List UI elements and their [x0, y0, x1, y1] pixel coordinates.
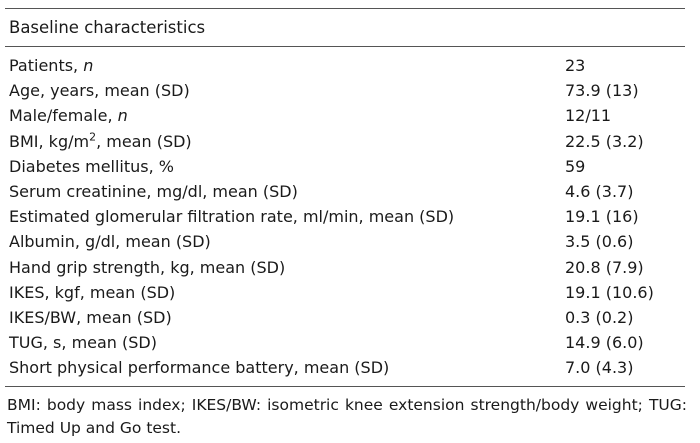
row-label: IKES/BW, mean (SD): [9, 307, 172, 327]
row-label: Age, years, mean (SD): [9, 81, 190, 101]
row-value: 14.9 (6.0): [565, 333, 644, 353]
table-footnote: BMI: body mass index; IKES/BW: isometric…: [7, 396, 687, 438]
row-label: Serum creatinine, mg/dl, mean (SD): [9, 182, 298, 202]
row-label: Short physical performance battery, mean…: [9, 358, 390, 378]
row-label: BMI, kg/m2, mean (SD): [9, 130, 192, 151]
table-title: Baseline characteristics: [5, 8, 685, 47]
table-row: BMI, kg/m2, mean (SD) 22.5 (3.2): [5, 129, 685, 154]
row-label: IKES, kgf, mean (SD): [9, 282, 176, 302]
table-row: Hand grip strength, kg, mean (SD) 20.8 (…: [5, 255, 685, 280]
row-value: 20.8 (7.9): [565, 257, 644, 277]
table-row: TUG, s, mean (SD) 14.9 (6.0): [5, 330, 685, 355]
table-row: IKES, kgf, mean (SD) 19.1 (10.6): [5, 280, 685, 305]
table-row: Albumin, g/dl, mean (SD) 3.5 (0.6): [5, 229, 685, 254]
row-value: 7.0 (4.3): [565, 358, 634, 378]
table-row: IKES/BW, mean (SD) 0.3 (0.2): [5, 305, 685, 330]
row-value: 12/11: [565, 106, 612, 126]
row-value: 0.3 (0.2): [565, 307, 634, 327]
row-label: Hand grip strength, kg, mean (SD): [9, 257, 286, 277]
table-body: Patients, n 23 Age, years, mean (SD) 73.…: [5, 47, 685, 388]
table-row: Serum creatinine, mg/dl, mean (SD) 4.6 (…: [5, 179, 685, 204]
row-value: 23: [565, 56, 586, 76]
row-value: 19.1 (16): [565, 207, 639, 227]
row-value: 59: [565, 156, 586, 176]
row-value: 19.1 (10.6): [565, 282, 654, 302]
table-row: Patients, n 23: [5, 53, 685, 78]
row-label: Patients, n: [9, 56, 94, 76]
table-row: Short physical performance battery, mean…: [5, 355, 685, 380]
row-label: Diabetes mellitus, %: [9, 156, 174, 176]
row-value: 4.6 (3.7): [565, 182, 634, 202]
row-label: Estimated glomerular filtration rate, ml…: [9, 207, 455, 227]
table-row: Diabetes mellitus, % 59: [5, 154, 685, 179]
row-label: TUG, s, mean (SD): [9, 333, 157, 353]
table-row: Estimated glomerular filtration rate, ml…: [5, 204, 685, 229]
row-value: 22.5 (3.2): [565, 131, 644, 151]
row-label: Albumin, g/dl, mean (SD): [9, 232, 211, 252]
baseline-table: Baseline characteristics Patients, n 23 …: [5, 8, 687, 440]
table-row: Male/female, n 12/11: [5, 103, 685, 128]
table-row: Age, years, mean (SD) 73.9 (13): [5, 78, 685, 103]
row-value: 3.5 (0.6): [565, 232, 634, 252]
row-value: 73.9 (13): [565, 81, 639, 101]
row-label: Male/female, n: [9, 106, 128, 126]
